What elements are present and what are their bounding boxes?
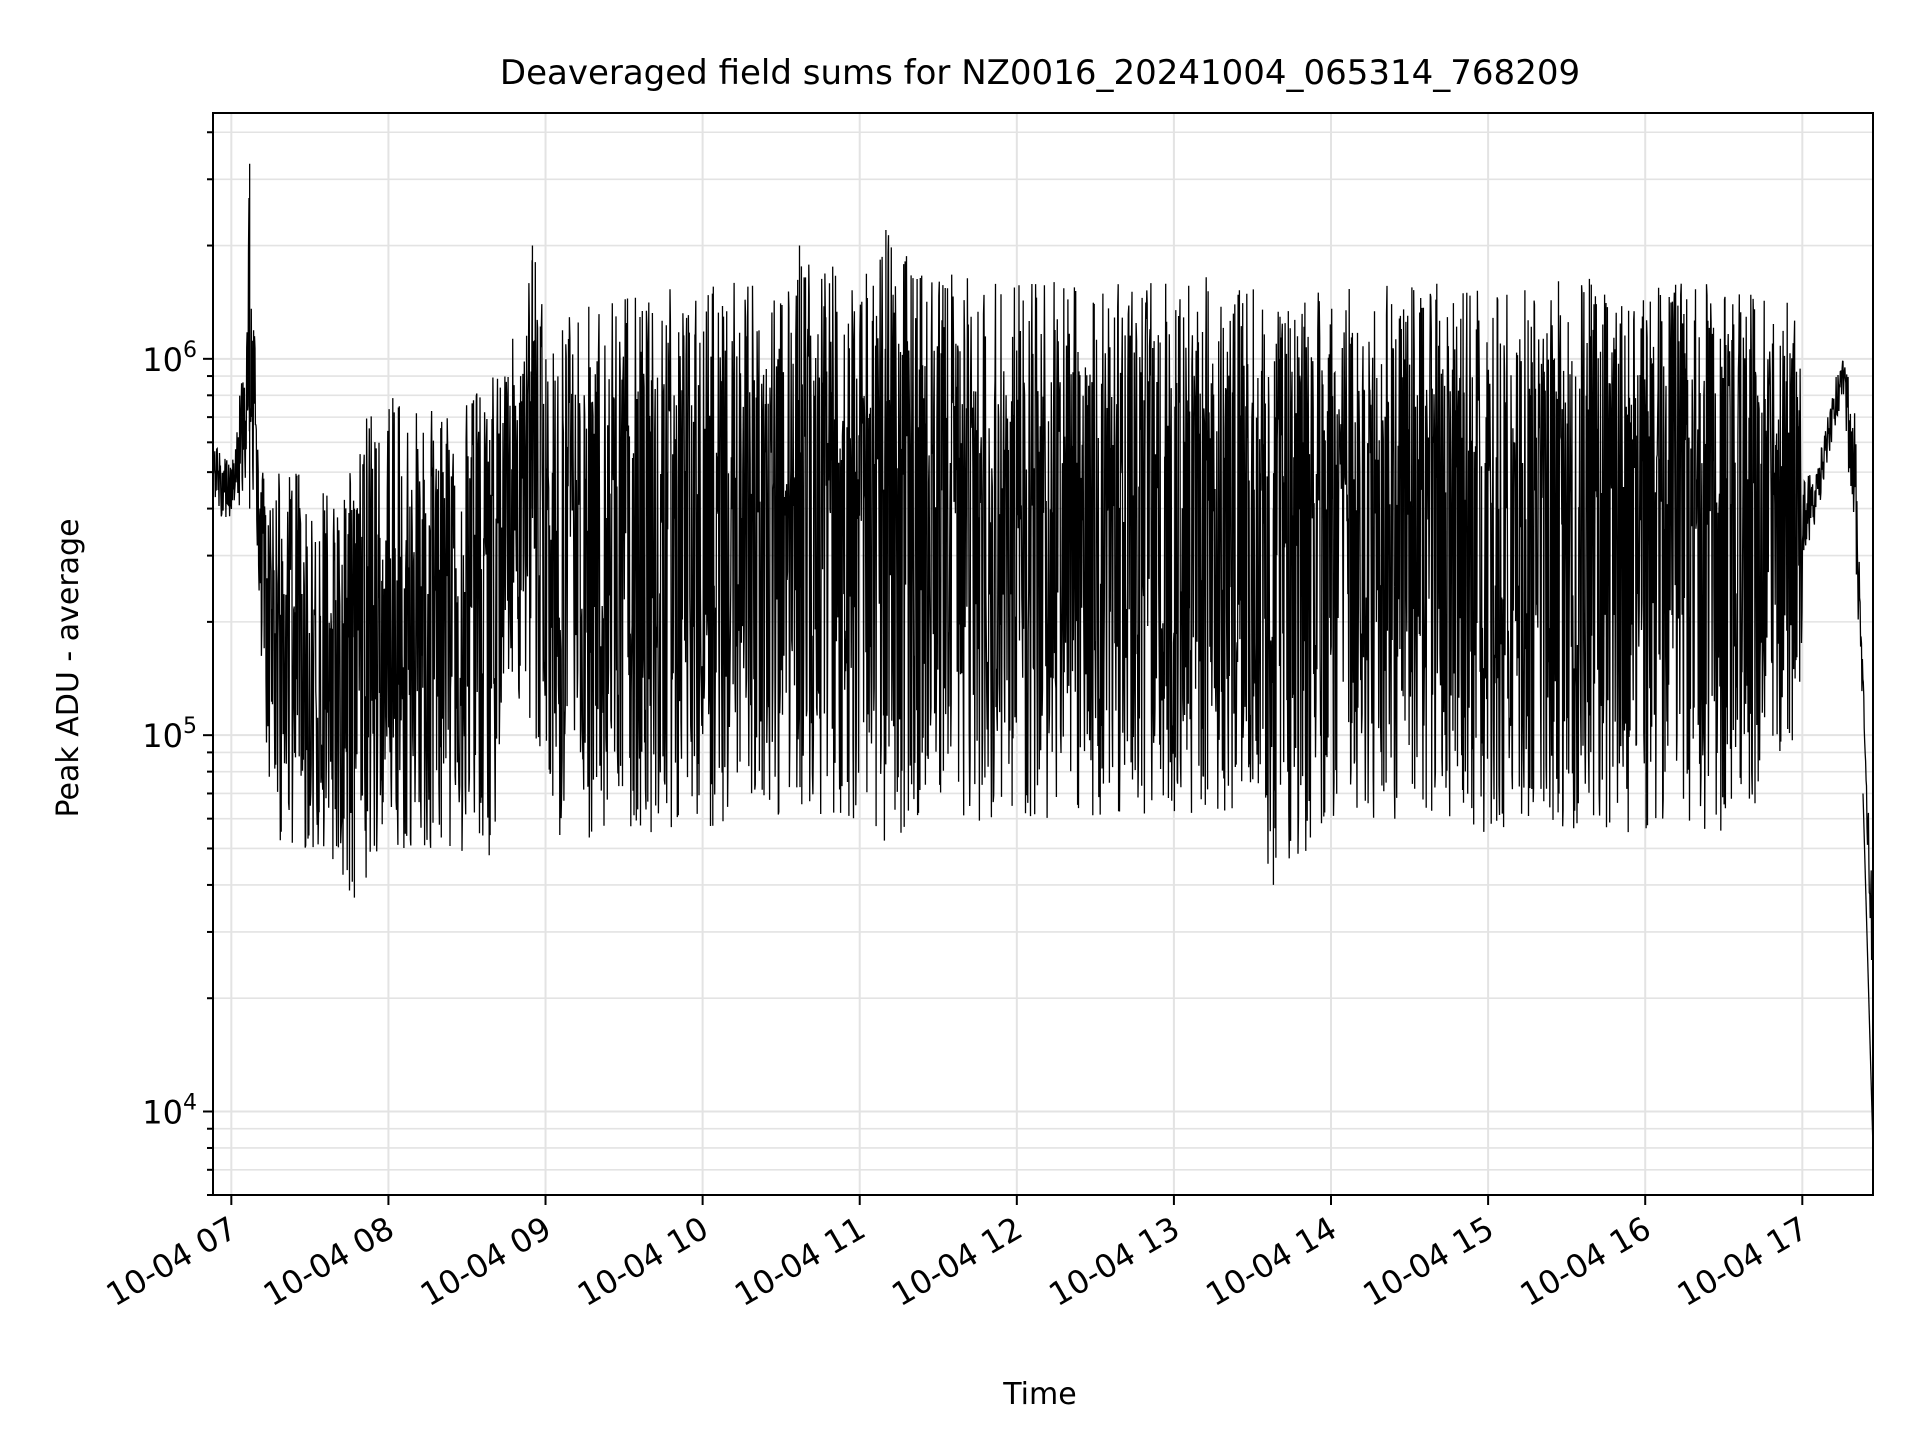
y-tick-label-exponent: 4 [183,1091,197,1116]
x-axis-label: Time [1002,1377,1076,1412]
series-line [212,197,1874,976]
x-tick-label: 10-04 08 [257,1209,401,1314]
y-axis-label: Peak ADU - average [51,518,86,817]
x-tick-label: 10-04 16 [1514,1209,1658,1314]
x-tick-label: 10-04 17 [1671,1209,1815,1314]
y-tick-label-base: 10 [142,717,183,755]
series-end-drop [1862,793,1874,1148]
y-tick-label: 104 [142,1091,197,1132]
x-tick-label: 10-04 15 [1357,1209,1501,1314]
y-tick-label-base: 10 [142,341,183,379]
x-tick-label: 10-04 14 [1199,1209,1343,1314]
chart-title: Deaveraged field sums for NZ0016_2024100… [500,53,1580,93]
y-tick-label-exponent: 6 [183,338,197,363]
plot-frame [212,112,1874,1196]
x-tick-label: 10-04 13 [1042,1209,1186,1314]
y-tick-label: 106 [142,338,197,379]
x-tick-label: 10-04 12 [885,1209,1029,1314]
y-tick-label: 105 [142,714,197,755]
x-tick-label: 10-04 07 [100,1209,244,1314]
series-layer [212,163,1874,1148]
x-tick-label: 10-04 11 [728,1209,872,1314]
y-tick-label-base: 10 [142,1094,183,1132]
y-tick-label-exponent: 5 [183,714,197,739]
x-tick-label: 10-04 10 [571,1209,715,1314]
x-tick-label: 10-04 09 [414,1209,558,1314]
